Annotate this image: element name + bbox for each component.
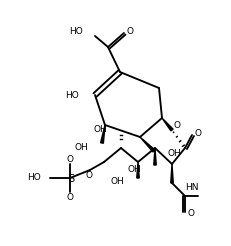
Polygon shape [101,125,105,143]
Text: HO: HO [27,173,41,183]
Text: O: O [173,121,180,129]
Text: HO: HO [69,28,83,36]
Text: HO: HO [65,92,79,101]
Text: O: O [85,171,92,181]
Text: OH: OH [110,178,124,186]
Text: S: S [68,174,74,184]
Polygon shape [140,137,155,152]
Text: OH: OH [168,150,182,158]
Text: O: O [188,210,195,218]
Text: OH: OH [93,124,107,134]
Text: O: O [67,193,73,201]
Text: O: O [195,128,201,138]
Text: OH: OH [74,142,88,152]
Text: O: O [127,28,134,36]
Polygon shape [154,148,156,165]
Text: O: O [67,154,73,164]
Text: HN: HN [185,183,198,191]
Polygon shape [171,164,173,183]
Polygon shape [137,162,139,178]
Polygon shape [162,118,173,131]
Text: OH: OH [127,165,141,173]
